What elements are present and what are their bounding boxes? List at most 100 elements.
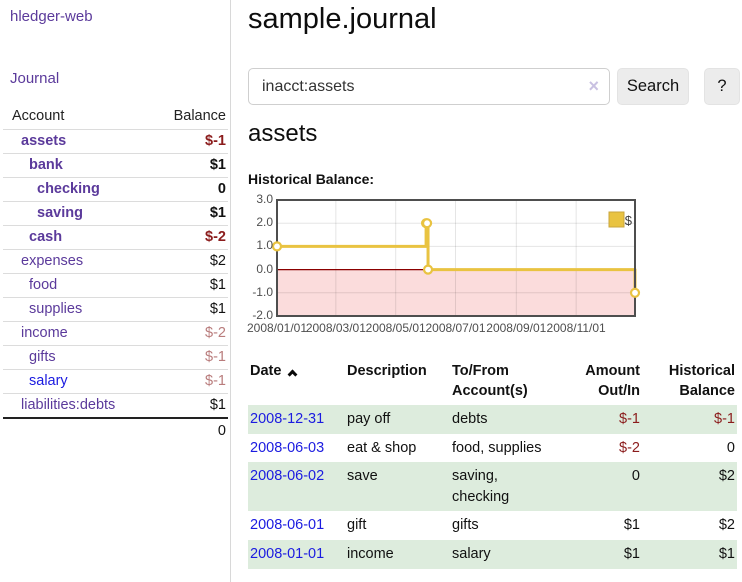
transaction-date-link[interactable]: 2008-06-01 — [250, 517, 325, 534]
accounts-header-account: Account — [3, 104, 147, 130]
x-axis-tick-label: 2008/09/01 — [486, 321, 547, 335]
register-row[interactable]: 2008-06-02 save saving, checking 0 $2 — [248, 462, 737, 512]
account-heading: assets — [248, 120, 318, 147]
account-row: assets $-1 — [3, 129, 228, 154]
account-balance: $1 — [146, 201, 228, 226]
account-link[interactable]: income — [21, 325, 68, 341]
account-link[interactable]: assets — [21, 133, 67, 149]
x-axis-tick-label: 2008/11/01 — [546, 321, 606, 335]
account-row: checking 0 — [3, 177, 228, 202]
account-link[interactable]: expenses — [21, 253, 84, 269]
accounts-table: Account Balance assets $-1 bank $1 checking 0… — [3, 104, 228, 443]
y-axis-tick-label: -1.0 — [252, 284, 273, 299]
search-input[interactable] — [260, 74, 575, 99]
y-axis-tick-label: 0.0 — [256, 261, 273, 276]
sort-ascending-icon — [287, 369, 298, 380]
transaction-accounts: food, supplies — [452, 439, 542, 456]
account-row: bank $1 — [3, 153, 228, 178]
register-row[interactable]: 2008-01-01 income salary $1 $1 — [248, 540, 737, 569]
transaction-description: pay off — [347, 411, 391, 428]
app-brand-link[interactable]: hledger-web — [10, 8, 93, 25]
x-axis-tick-label: 2008/05/01 — [365, 321, 426, 335]
account-row: cash $-2 — [3, 225, 228, 250]
transaction-amount: $-1 — [619, 411, 640, 428]
transaction-balance: $1 — [718, 546, 735, 563]
y-axis-tick-label: -2.0 — [252, 308, 273, 322]
transaction-accounts: gifts — [452, 517, 479, 534]
register-row[interactable]: 2008-06-03 eat & shop food, supplies $-2 0 — [248, 434, 737, 463]
chart-data-point — [421, 218, 433, 229]
sidebar-item-journal[interactable]: Journal — [10, 70, 60, 87]
y-axis-tick-label: 2.0 — [256, 215, 273, 230]
transaction-date-link[interactable]: 2008-12-31 — [250, 411, 325, 428]
search-box: × — [248, 68, 610, 105]
transaction-date-link[interactable]: 2008-01-01 — [250, 546, 325, 563]
account-link[interactable]: cash — [29, 229, 63, 245]
transaction-description: save — [347, 468, 378, 485]
legend-swatch — [608, 211, 625, 228]
historical-balance-chart: $ — [271, 199, 641, 317]
register-row[interactable]: 2008-12-31 pay off debts $-1 $-1 — [248, 405, 737, 434]
transaction-date-link[interactable]: 2008-06-02 — [250, 468, 325, 485]
search-button[interactable]: Search — [617, 68, 689, 105]
accounts-header-balance: Balance — [146, 104, 228, 130]
account-balance: $-1 — [146, 369, 228, 394]
account-link[interactable]: gifts — [29, 349, 56, 365]
account-link[interactable]: saving — [37, 205, 83, 221]
column-header-amount: Amount Out/In — [585, 363, 640, 399]
transaction-description: gift — [347, 517, 367, 534]
transaction-amount: $1 — [623, 546, 640, 563]
transaction-description: eat & shop — [347, 439, 417, 456]
account-link[interactable]: bank — [29, 157, 63, 173]
account-table-body: assets $-1 bank $1 checking 0 saving $1 cash $-2 e… — [3, 129, 228, 419]
y-axis-tick-label: 3.0 — [256, 192, 273, 206]
main-content: sample.journal × Search ? assets Histori… — [247, 0, 742, 582]
chart-data-point — [422, 264, 434, 275]
account-balance: $2 — [146, 249, 228, 274]
account-row: expenses $2 — [3, 249, 228, 274]
account-balance: $1 — [146, 273, 228, 298]
account-row: income $-2 — [3, 321, 228, 346]
transaction-date-link[interactable]: 2008-06-03 — [250, 439, 325, 456]
account-balance: 0 — [146, 177, 228, 202]
transaction-balance: 0 — [726, 439, 735, 456]
x-axis-tick-label: 2008/03/01 — [305, 321, 366, 335]
transaction-balance: $-1 — [714, 411, 735, 428]
y-axis-tick-label: 1.0 — [256, 238, 273, 253]
account-row: gifts $-1 — [3, 345, 228, 370]
transaction-accounts: salary — [452, 546, 491, 563]
chart-title: Historical Balance: — [248, 171, 375, 187]
account-balance: $-1 — [146, 345, 228, 370]
transaction-amount: $1 — [623, 517, 640, 534]
account-row: salary $-1 — [3, 369, 228, 394]
account-balance: $-2 — [146, 225, 228, 250]
chart: $3.0 2.0 1.0 0.0 -1.0 -2.0 2008/01/01 2008/03/0… — [247, 192, 742, 344]
account-balance: $1 — [146, 153, 228, 178]
account-link[interactable]: supplies — [29, 301, 83, 317]
help-button[interactable]: ? — [704, 68, 740, 105]
column-header-accounts: To/From Account(s) — [452, 363, 528, 399]
account-link[interactable]: checking — [37, 181, 100, 197]
account-link[interactable]: salary — [29, 373, 68, 389]
column-header-balance: Historical Balance — [668, 363, 735, 399]
accounts-total-balance: 0 — [146, 417, 228, 443]
account-balance: $1 — [146, 393, 228, 419]
clear-search-icon[interactable]: × — [588, 76, 599, 96]
sidebar: hledger-web Journal Account Balance asse… — [0, 0, 231, 582]
account-link[interactable]: food — [29, 277, 58, 293]
account-link[interactable]: liabilities:debts — [21, 397, 116, 413]
legend-label: $ — [625, 213, 633, 228]
account-row: supplies $1 — [3, 297, 228, 322]
chart-data-point — [629, 287, 641, 298]
register-header-row: Date Description To/From Account(s) Amou… — [248, 360, 737, 405]
register-table-body: 2008-12-31 pay off debts $-1 $-1 2008-06-03 ea… — [248, 405, 737, 569]
transaction-description: income — [347, 546, 394, 563]
x-axis-tick-label: 2008/07/01 — [425, 321, 486, 335]
account-row: food $1 — [3, 273, 228, 298]
register-row[interactable]: 2008-06-01 gift gifts $1 $2 — [248, 511, 737, 540]
transaction-accounts: saving, checking — [452, 468, 510, 505]
account-balance: $-1 — [146, 129, 228, 154]
page-title: sample.journal — [248, 3, 437, 35]
column-header-description: Description — [347, 363, 427, 379]
column-header-date[interactable]: Date — [248, 360, 345, 405]
